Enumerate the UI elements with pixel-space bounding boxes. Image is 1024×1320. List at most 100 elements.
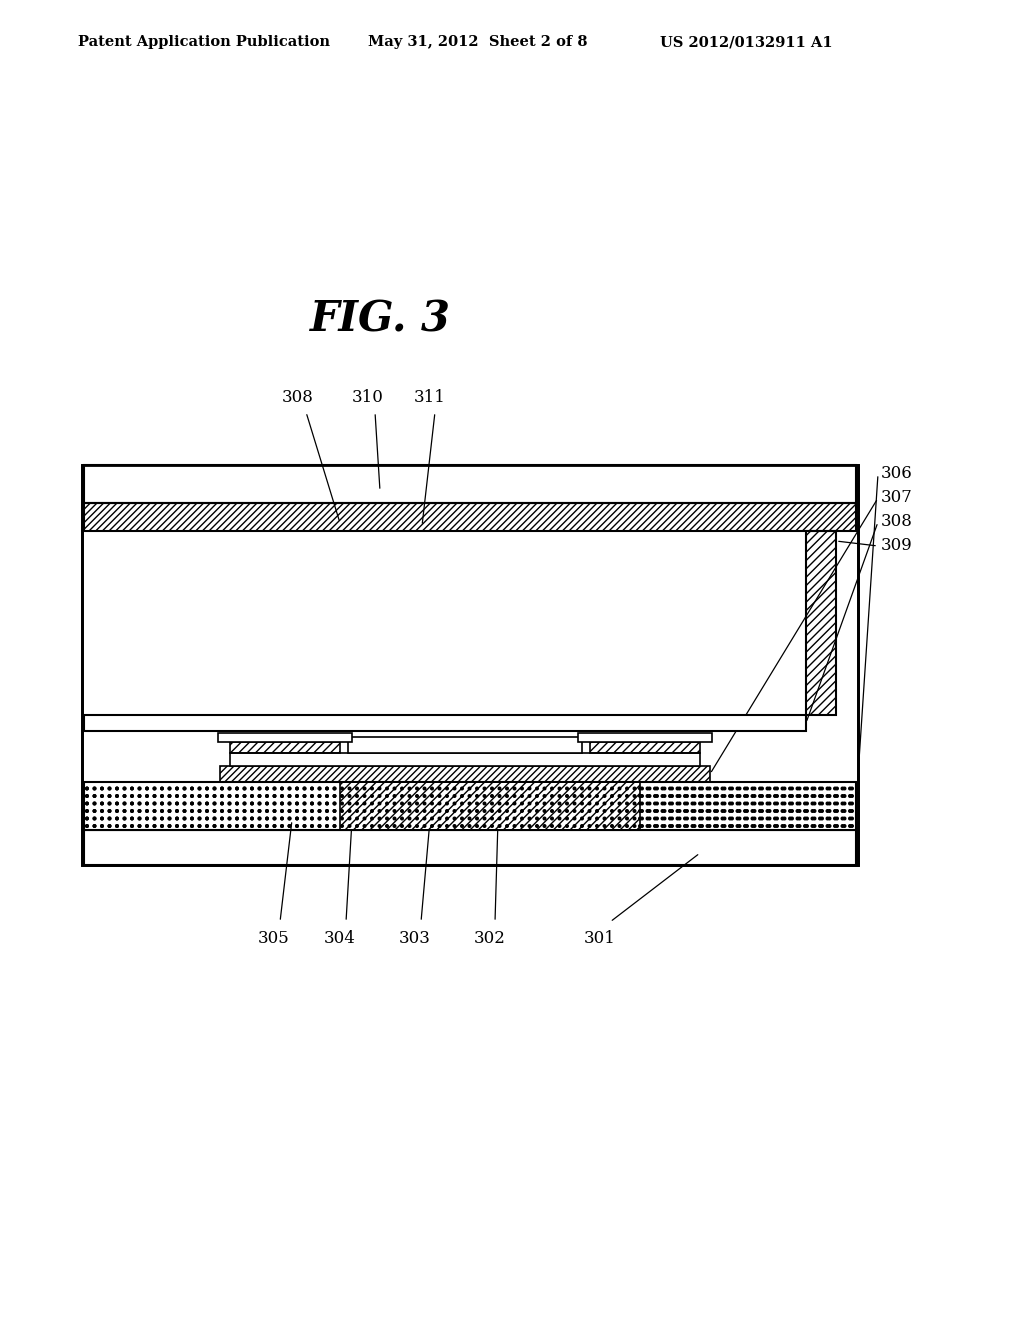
- Circle shape: [109, 809, 111, 812]
- Circle shape: [183, 803, 185, 805]
- Circle shape: [700, 825, 703, 828]
- Circle shape: [288, 787, 291, 789]
- Circle shape: [664, 809, 666, 812]
- Circle shape: [431, 825, 433, 828]
- Circle shape: [244, 825, 246, 828]
- Circle shape: [236, 825, 239, 828]
- Circle shape: [736, 795, 738, 797]
- Circle shape: [743, 795, 746, 797]
- Circle shape: [423, 825, 426, 828]
- Circle shape: [759, 825, 761, 828]
- Circle shape: [190, 803, 194, 805]
- Circle shape: [676, 817, 679, 820]
- Circle shape: [791, 795, 794, 797]
- Circle shape: [610, 803, 613, 805]
- Circle shape: [513, 817, 516, 820]
- Circle shape: [513, 787, 516, 789]
- Circle shape: [736, 803, 738, 805]
- Circle shape: [341, 825, 343, 828]
- Circle shape: [573, 817, 575, 820]
- Circle shape: [168, 817, 171, 820]
- Circle shape: [281, 787, 284, 789]
- Circle shape: [161, 795, 163, 797]
- Circle shape: [528, 787, 530, 789]
- Circle shape: [834, 825, 837, 828]
- Circle shape: [653, 795, 656, 797]
- Circle shape: [714, 795, 717, 797]
- Circle shape: [798, 803, 801, 805]
- Circle shape: [318, 795, 321, 797]
- Circle shape: [684, 803, 686, 805]
- Circle shape: [843, 787, 846, 789]
- Circle shape: [841, 803, 844, 805]
- Circle shape: [400, 787, 403, 789]
- Circle shape: [213, 795, 216, 797]
- Circle shape: [819, 795, 821, 797]
- Circle shape: [581, 825, 584, 828]
- Circle shape: [423, 809, 426, 812]
- Circle shape: [774, 787, 776, 789]
- Circle shape: [109, 825, 111, 828]
- Circle shape: [116, 803, 119, 805]
- Text: 307: 307: [881, 490, 912, 507]
- Circle shape: [303, 825, 306, 828]
- Circle shape: [258, 787, 261, 789]
- Circle shape: [190, 825, 194, 828]
- Circle shape: [700, 787, 703, 789]
- Circle shape: [596, 795, 598, 797]
- Circle shape: [797, 803, 799, 805]
- Circle shape: [483, 817, 485, 820]
- Circle shape: [573, 803, 575, 805]
- Circle shape: [499, 795, 501, 797]
- Circle shape: [93, 803, 96, 805]
- Circle shape: [326, 817, 329, 820]
- Circle shape: [698, 803, 701, 805]
- Circle shape: [731, 809, 733, 812]
- Circle shape: [709, 825, 711, 828]
- Circle shape: [371, 817, 374, 820]
- Circle shape: [221, 809, 223, 812]
- Circle shape: [310, 787, 313, 789]
- Circle shape: [573, 825, 575, 828]
- Circle shape: [745, 795, 749, 797]
- Circle shape: [828, 809, 830, 812]
- Circle shape: [551, 803, 553, 805]
- Circle shape: [729, 825, 731, 828]
- Circle shape: [506, 817, 508, 820]
- Circle shape: [709, 795, 711, 797]
- Circle shape: [154, 787, 156, 789]
- Circle shape: [251, 825, 253, 828]
- Circle shape: [138, 803, 141, 805]
- Circle shape: [698, 795, 701, 797]
- Circle shape: [723, 825, 726, 828]
- Circle shape: [176, 817, 178, 820]
- Circle shape: [804, 817, 806, 820]
- Circle shape: [244, 787, 246, 789]
- Circle shape: [251, 817, 253, 820]
- Circle shape: [409, 809, 411, 812]
- Circle shape: [819, 787, 821, 789]
- Circle shape: [723, 809, 726, 812]
- Circle shape: [409, 803, 411, 805]
- Circle shape: [671, 825, 674, 828]
- Circle shape: [483, 803, 485, 805]
- Circle shape: [326, 803, 329, 805]
- Circle shape: [738, 809, 740, 812]
- Circle shape: [86, 795, 88, 797]
- Circle shape: [326, 787, 329, 789]
- Text: 308: 308: [881, 513, 912, 531]
- Circle shape: [738, 825, 740, 828]
- Circle shape: [400, 817, 403, 820]
- Circle shape: [678, 825, 681, 828]
- Circle shape: [326, 817, 329, 820]
- Circle shape: [93, 809, 96, 812]
- Circle shape: [752, 795, 754, 797]
- Circle shape: [761, 795, 763, 797]
- Circle shape: [653, 825, 656, 828]
- Circle shape: [543, 809, 546, 812]
- Circle shape: [804, 825, 806, 828]
- Circle shape: [648, 795, 651, 797]
- Circle shape: [678, 787, 681, 789]
- Circle shape: [236, 803, 239, 805]
- Circle shape: [476, 817, 478, 820]
